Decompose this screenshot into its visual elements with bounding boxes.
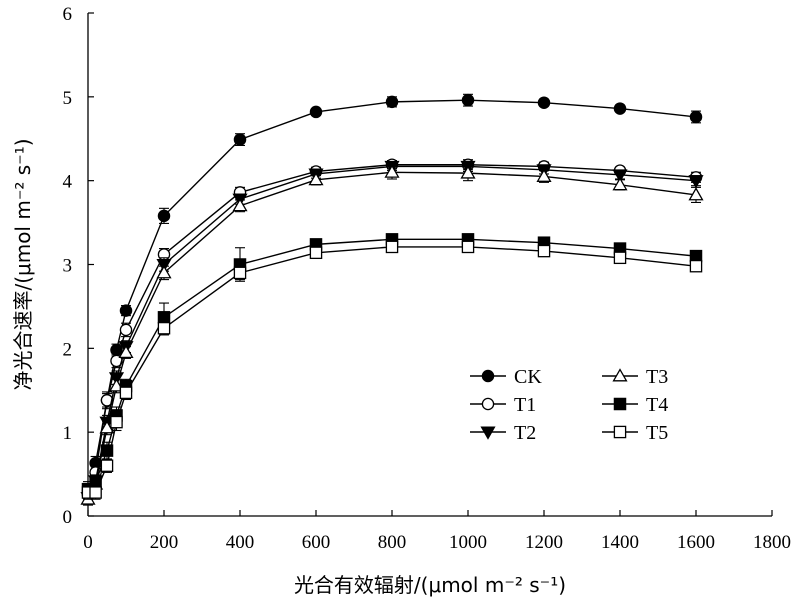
series-t2	[80, 160, 704, 506]
data-point	[119, 304, 133, 317]
data-point	[233, 266, 247, 280]
series-t4	[81, 233, 703, 498]
x-tick-label: 200	[150, 532, 179, 553]
data-point	[100, 444, 114, 457]
legend-label: T2	[514, 422, 536, 444]
data-point	[232, 198, 248, 212]
data-point	[612, 169, 628, 183]
series-t1	[81, 158, 703, 502]
data-point	[537, 244, 551, 258]
data-point	[537, 96, 551, 109]
y-tick-label: 0	[63, 507, 73, 528]
data-point	[99, 420, 115, 434]
legend-marker	[613, 425, 627, 439]
data-point	[309, 105, 323, 119]
series-line-t2	[87, 165, 697, 498]
data-point	[89, 486, 102, 499]
y-tick-label: 3	[63, 256, 73, 277]
data-point	[157, 209, 171, 223]
data-point	[118, 344, 134, 359]
data-point	[385, 95, 399, 109]
x-tick-label: 1400	[601, 532, 639, 553]
legend: CK T1 T2 T3 T4 T5	[470, 366, 668, 444]
data-point	[233, 133, 247, 146]
data-point	[689, 259, 703, 273]
y-axis-title: 净光合速率/(μmol m⁻² s⁻¹)	[11, 138, 35, 390]
x-tick-label: 1000	[449, 532, 487, 553]
y-tick-label: 1	[63, 423, 73, 444]
x-tick-label: 1200	[525, 532, 563, 553]
data-point	[119, 323, 133, 337]
y-tick-label: 6	[63, 4, 73, 25]
y-tick-label: 4	[63, 172, 73, 193]
series-layer	[80, 93, 704, 506]
y-tick-label: 5	[63, 88, 73, 109]
data-point	[461, 93, 475, 107]
legend-item-t5: T5	[602, 422, 668, 444]
legend-label: T5	[646, 422, 668, 444]
data-point	[612, 177, 628, 191]
data-point	[613, 251, 627, 265]
legend-marker	[613, 397, 627, 411]
data-point	[385, 240, 399, 254]
series-t3	[80, 164, 704, 506]
x-tick-label: 600	[302, 532, 331, 553]
legend-marker	[481, 369, 495, 383]
x-tick-label: 1800	[753, 532, 791, 553]
legend-marker	[480, 426, 496, 440]
data-point	[689, 110, 703, 124]
series-line-t4	[87, 238, 697, 490]
x-axis-title: 光合有效辐射/(μmol m⁻² s⁻¹)	[294, 573, 566, 597]
data-point	[157, 321, 171, 335]
x-tick-label: 800	[378, 532, 407, 553]
x-tick-label: 1600	[677, 532, 715, 553]
data-point	[688, 187, 704, 201]
data-point	[108, 378, 125, 392]
data-point	[384, 164, 400, 178]
data-point	[613, 102, 627, 115]
legend-item-ck: CK	[470, 366, 542, 388]
series-ck	[81, 93, 703, 499]
legend-label: CK	[514, 366, 542, 388]
data-point	[156, 265, 172, 279]
legend-marker	[481, 397, 495, 411]
legend-marker	[612, 368, 628, 382]
series-line-t1	[87, 164, 697, 496]
legend-item-t4: T4	[602, 394, 668, 416]
legend-label: T3	[646, 366, 668, 388]
series-line-t5	[88, 246, 697, 494]
data-point	[460, 165, 476, 179]
data-point	[100, 459, 114, 472]
data-point	[309, 246, 323, 260]
y-tick-label: 2	[63, 339, 73, 360]
data-point	[308, 172, 324, 186]
legend-item-t1: T1	[470, 394, 536, 416]
data-point	[536, 168, 552, 182]
x-tick-label: 400	[226, 532, 255, 553]
data-point	[461, 240, 475, 254]
series-line-t3	[87, 171, 697, 500]
x-tick-label: 0	[83, 532, 93, 553]
data-point	[119, 386, 133, 400]
data-point	[110, 415, 123, 429]
series-t5	[81, 240, 703, 500]
legend-item-t3: T3	[602, 366, 668, 388]
axes: 0 200 400 600 800 1000 1200 1400 1600 1800 0 1 2 3 4 5 6	[63, 4, 792, 553]
data-point	[688, 175, 704, 189]
legend-label: T4	[646, 394, 668, 416]
legend-label: T1	[514, 394, 536, 416]
legend-item-t2: T2	[470, 422, 536, 444]
